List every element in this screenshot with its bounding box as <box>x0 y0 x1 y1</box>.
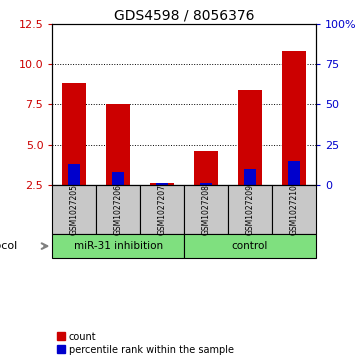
Bar <box>52 234 184 258</box>
Text: protocol: protocol <box>0 241 17 251</box>
Bar <box>244 169 256 185</box>
Text: GSM1027205: GSM1027205 <box>70 184 79 235</box>
Text: GSM1027207: GSM1027207 <box>158 184 167 235</box>
Title: GDS4598 / 8056376: GDS4598 / 8056376 <box>114 8 255 23</box>
Text: GSM1027210: GSM1027210 <box>290 184 299 235</box>
Bar <box>238 90 262 185</box>
Legend: count, percentile rank within the sample: count, percentile rank within the sample <box>57 331 234 355</box>
Text: GSM1027206: GSM1027206 <box>114 184 123 235</box>
Text: GSM1027208: GSM1027208 <box>201 184 210 235</box>
Bar <box>288 161 300 185</box>
Bar <box>156 183 168 185</box>
Bar <box>200 183 212 185</box>
Text: miR-31 inhibition: miR-31 inhibition <box>74 241 163 251</box>
Bar <box>96 185 140 234</box>
Bar <box>68 164 81 185</box>
Text: control: control <box>232 241 268 251</box>
Bar <box>62 83 86 185</box>
Bar <box>52 185 96 234</box>
Bar <box>272 185 316 234</box>
Text: GSM1027209: GSM1027209 <box>245 184 255 235</box>
Bar <box>282 51 306 185</box>
Bar <box>184 234 316 258</box>
Bar <box>228 185 272 234</box>
Bar <box>140 185 184 234</box>
Bar <box>112 172 125 185</box>
Bar <box>194 151 218 185</box>
Bar <box>150 183 174 185</box>
Bar <box>184 185 228 234</box>
Bar <box>106 104 130 185</box>
